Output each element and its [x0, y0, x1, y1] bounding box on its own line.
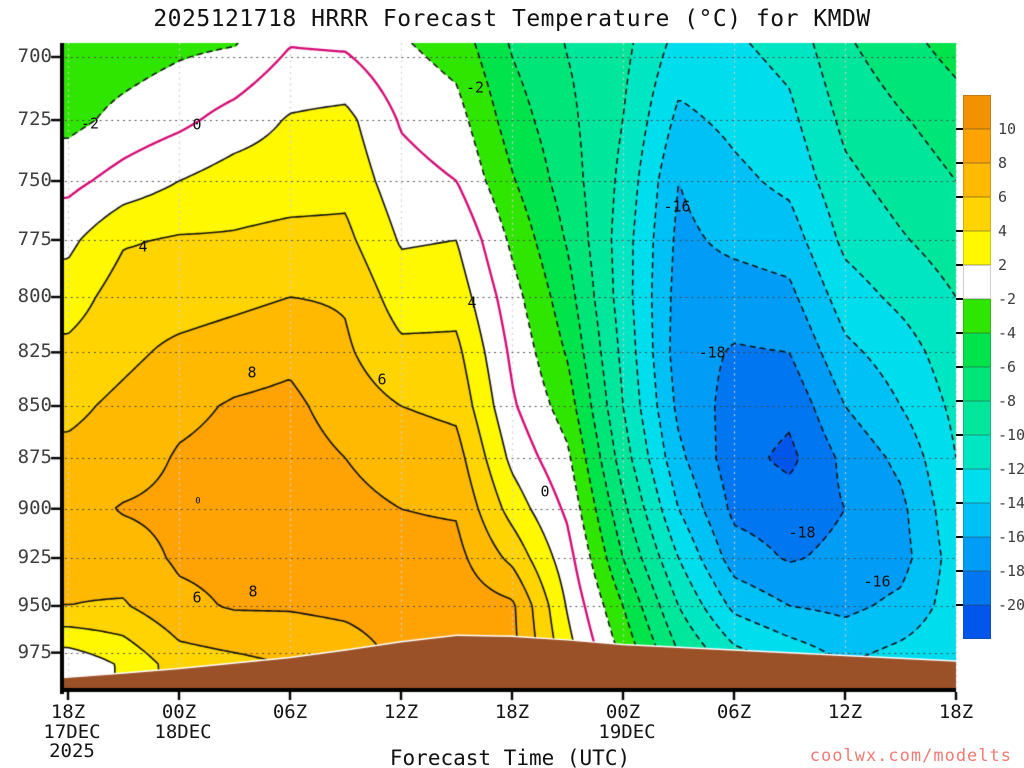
chart-title: 2025121718 HRRR Forecast Temperature (°C…: [153, 6, 871, 32]
x-axis-title: Forecast Time (UTC): [389, 746, 631, 768]
watermark-text: coolwx.com/modelts: [809, 746, 1012, 766]
